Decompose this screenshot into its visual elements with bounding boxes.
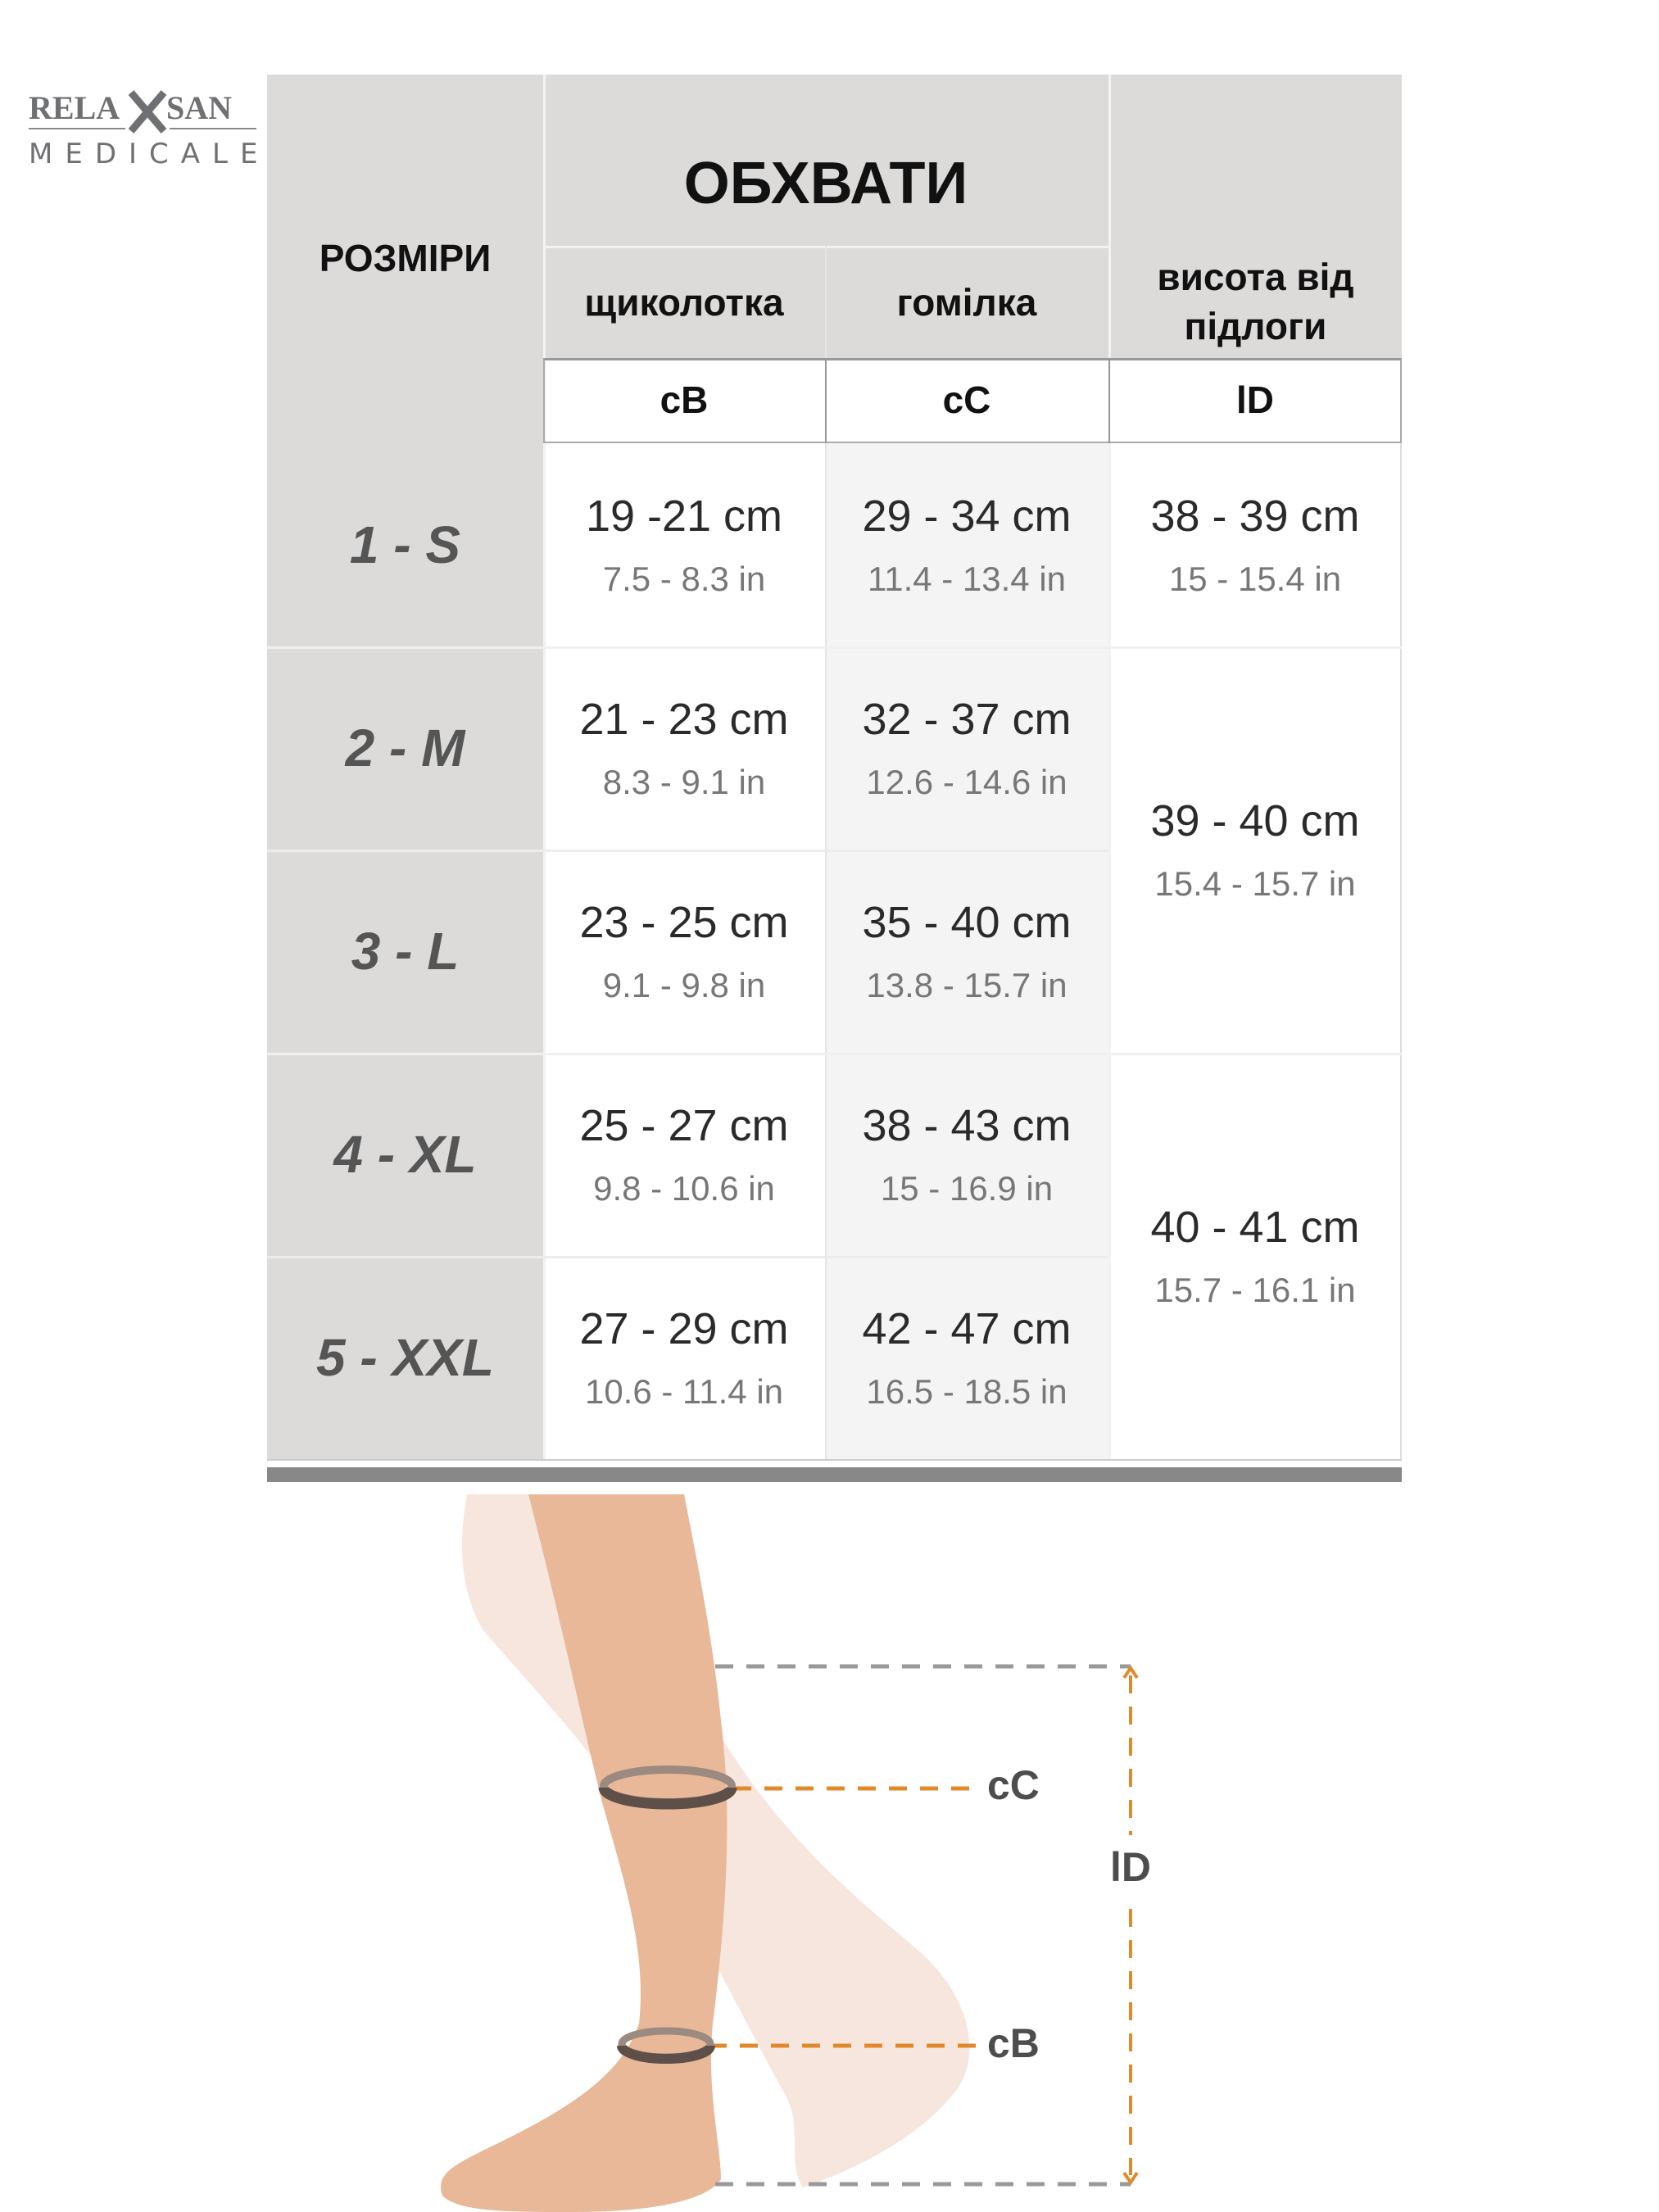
ankle-in: 8.3 - 9.1 in bbox=[602, 763, 766, 801]
calf-cm: 32 - 37 cm bbox=[862, 695, 1072, 744]
code-cB: cB bbox=[660, 378, 709, 422]
girths-header: ОБХВАТИ bbox=[683, 151, 968, 217]
calf-header: гомілка bbox=[896, 281, 1037, 324]
ankle-cm: 21 - 23 cm bbox=[579, 695, 789, 744]
height-cell: 38 - 39 cm 15 - 15.4 in bbox=[1108, 443, 1402, 646]
calf-in: 16.5 - 18.5 in bbox=[866, 1372, 1067, 1411]
height-cell: 40 - 41 cm 15.7 - 16.1 in bbox=[1108, 1053, 1402, 1459]
calf-cell: 38 - 43 cm 15 - 16.9 in bbox=[825, 1053, 1108, 1256]
ankle-cell: 21 - 23 cm 8.3 - 9.1 in bbox=[543, 646, 825, 850]
ankle-cell: 23 - 25 cm 9.1 - 9.8 in bbox=[543, 850, 825, 1053]
ankle-in: 9.8 - 10.6 in bbox=[593, 1169, 775, 1208]
ankle-cm: 25 - 27 cm bbox=[579, 1101, 789, 1150]
label-cC: cC bbox=[987, 1762, 1040, 1808]
calf-cm: 29 - 34 cm bbox=[862, 492, 1072, 541]
calf-cell: 35 - 40 cm 13.8 - 15.7 in bbox=[825, 850, 1108, 1053]
size-label: 1 - S bbox=[349, 515, 461, 574]
calf-cell: 32 - 37 cm 12.6 - 14.6 in bbox=[825, 646, 1108, 850]
calf-cell: 29 - 34 cm 11.4 - 13.4 in bbox=[825, 443, 1108, 646]
ankle-in: 10.6 - 11.4 in bbox=[584, 1372, 784, 1411]
calf-in: 12.6 - 14.6 in bbox=[866, 763, 1067, 801]
calf-cm: 38 - 43 cm bbox=[862, 1101, 1072, 1150]
ankle-cell: 27 - 29 cm 10.6 - 11.4 in bbox=[543, 1256, 825, 1459]
code-cC: cC bbox=[942, 378, 991, 422]
relaxsan-logo: RELA SAN MEDICALE bbox=[29, 86, 262, 170]
ankle-cell: 25 - 27 cm 9.8 - 10.6 in bbox=[543, 1053, 825, 1256]
ankle-in: 9.1 - 9.8 in bbox=[602, 966, 766, 1004]
code-lD: lD bbox=[1236, 378, 1274, 422]
height-cm: 40 - 41 cm bbox=[1150, 1203, 1360, 1252]
size-label: 4 - XL bbox=[333, 1125, 477, 1184]
ankle-cm: 19 -21 cm bbox=[585, 492, 783, 541]
sizes-header: РОЗМІРИ bbox=[319, 237, 492, 280]
svg-text:RELA: RELA bbox=[29, 89, 120, 126]
label-lD: lD bbox=[1110, 1844, 1151, 1890]
ankle-in: 7.5 - 8.3 in bbox=[602, 560, 766, 598]
table-bottom-bar bbox=[267, 1467, 1402, 1482]
calf-cm: 42 - 47 cm bbox=[862, 1304, 1072, 1353]
size-label: 5 - XXL bbox=[316, 1328, 494, 1387]
ankle-cell: 19 -21 cm 7.5 - 8.3 in bbox=[543, 443, 825, 646]
height-cell: 39 - 40 cm 15.4 - 15.7 in bbox=[1108, 646, 1402, 1053]
label-cB: cB bbox=[987, 2020, 1040, 2066]
height-in: 15.4 - 15.7 in bbox=[1154, 864, 1356, 903]
ankle-cm: 27 - 29 cm bbox=[579, 1304, 789, 1353]
calf-in: 15 - 16.9 in bbox=[880, 1169, 1054, 1208]
svg-text:MEDICALE: MEDICALE bbox=[29, 138, 262, 168]
height-cm: 39 - 40 cm bbox=[1150, 796, 1360, 845]
height-in: 15.7 - 16.1 in bbox=[1154, 1271, 1356, 1309]
ankle-cm: 23 - 25 cm bbox=[579, 898, 789, 947]
ankle-header: щиколотка bbox=[584, 281, 784, 324]
calf-cell: 42 - 47 cm 16.5 - 18.5 in bbox=[825, 1256, 1108, 1459]
size-label: 2 - M bbox=[345, 718, 465, 777]
height-cm: 38 - 39 cm bbox=[1150, 492, 1360, 541]
calf-column-bg bbox=[825, 443, 1108, 1461]
size-label: 3 - L bbox=[351, 922, 460, 981]
svg-text:SAN: SAN bbox=[166, 89, 232, 126]
sizes-column bbox=[267, 75, 543, 1461]
height-header: висота від підлоги bbox=[1157, 255, 1354, 347]
calf-in: 13.8 - 15.7 in bbox=[866, 966, 1067, 1004]
calf-cm: 35 - 40 cm bbox=[862, 898, 1072, 947]
calf-in: 11.4 - 13.4 in bbox=[867, 560, 1067, 598]
height-in: 15 - 15.4 in bbox=[1168, 560, 1342, 598]
header-gray bbox=[543, 75, 1402, 358]
